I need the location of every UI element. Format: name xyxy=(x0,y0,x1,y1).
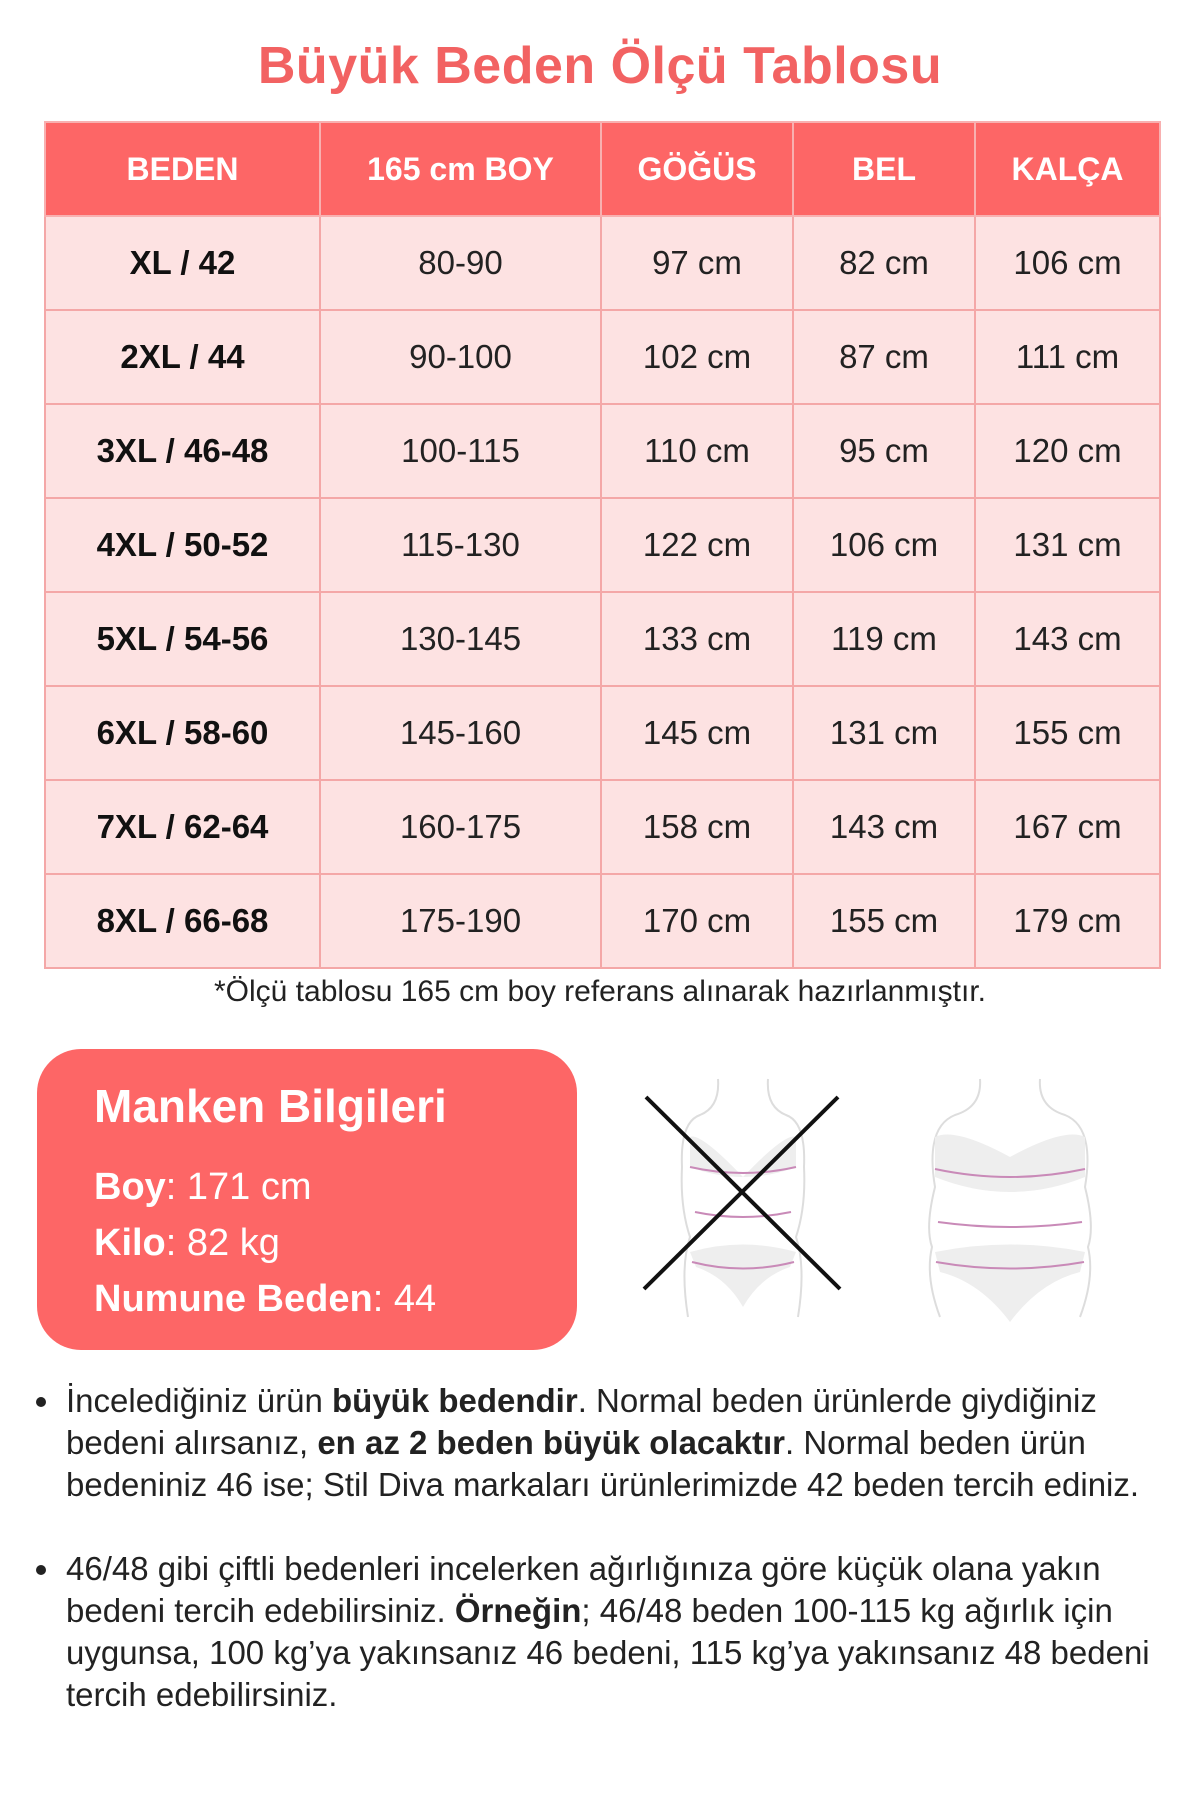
table-row: 4XL / 50-52 115-130 122 cm 106 cm 131 cm xyxy=(44,497,1161,593)
crossed-out-body-figure-icon xyxy=(642,1078,842,1318)
bold-text: Örneğin xyxy=(454,1592,582,1629)
value: : 44 xyxy=(372,1278,437,1320)
cell-weight-range: 160-175 xyxy=(319,779,602,875)
table-row: 6XL / 58-60 145-160 145 cm 131 cm 155 cm xyxy=(44,685,1161,781)
table-row: 3XL / 46-48 100-115 110 cm 95 cm 120 cm xyxy=(44,403,1161,499)
size-table: BEDEN 165 cm BOY GÖĞÜS BEL KALÇA XL / 42… xyxy=(44,121,1161,969)
cell-weight-range: 90-100 xyxy=(319,309,602,405)
cell-waist: 143 cm xyxy=(792,779,976,875)
table-row: 5XL / 54-56 130-145 133 cm 119 cm 143 cm xyxy=(44,591,1161,687)
cell-waist: 131 cm xyxy=(792,685,976,781)
cell-chest: 145 cm xyxy=(600,685,794,781)
label: Kilo xyxy=(94,1222,166,1264)
cell-waist: 106 cm xyxy=(792,497,976,593)
header-gogus: GÖĞÜS xyxy=(600,121,794,217)
text: . Normal beden ürün bedeniniz 46 ise; St… xyxy=(66,1424,1140,1503)
cell-hip: 155 cm xyxy=(974,685,1161,781)
header-boy: 165 cm BOY xyxy=(319,121,602,217)
cell-size: 2XL / 44 xyxy=(44,309,321,405)
cell-chest: 122 cm xyxy=(600,497,794,593)
cell-hip: 106 cm xyxy=(974,215,1161,311)
cell-hip: 111 cm xyxy=(974,309,1161,405)
cell-hip: 179 cm xyxy=(974,873,1161,969)
bullet-item: İncelediğiniz ürün büyük bedendir. Norma… xyxy=(36,1380,1166,1506)
cell-waist: 87 cm xyxy=(792,309,976,405)
bold-text: büyük bedendir xyxy=(332,1382,578,1419)
cell-size: 8XL / 66-68 xyxy=(44,873,321,969)
manken-boy: Boy: 171 cm xyxy=(94,1159,577,1215)
label: Boy xyxy=(94,1166,166,1208)
bold-text: en az 2 beden büyük olacaktır xyxy=(317,1424,785,1461)
manken-info-card: Manken Bilgileri Boy: 171 cm Kilo: 82 kg… xyxy=(37,1049,577,1350)
table-row: 8XL / 66-68 175-190 170 cm 155 cm 179 cm xyxy=(44,873,1161,969)
table-row: 7XL / 62-64 160-175 158 cm 143 cm 167 cm xyxy=(44,779,1161,875)
cell-size: 3XL / 46-48 xyxy=(44,403,321,499)
cell-size: 6XL / 58-60 xyxy=(44,685,321,781)
cell-chest: 102 cm xyxy=(600,309,794,405)
cell-hip: 167 cm xyxy=(974,779,1161,875)
table-row: XL / 42 80-90 97 cm 82 cm 106 cm xyxy=(44,215,1161,311)
cell-waist: 95 cm xyxy=(792,403,976,499)
cell-waist: 82 cm xyxy=(792,215,976,311)
cell-weight-range: 80-90 xyxy=(319,215,602,311)
cell-weight-range: 145-160 xyxy=(319,685,602,781)
table-header-row: BEDEN 165 cm BOY GÖĞÜS BEL KALÇA xyxy=(44,121,1161,217)
text: İncelediğiniz ürün xyxy=(66,1382,332,1419)
page-title: Büyük Beden Ölçü Tablosu xyxy=(257,37,943,95)
manken-kilo: Kilo: 82 kg xyxy=(94,1215,577,1271)
body-figure-icon xyxy=(928,1078,1092,1322)
text: 46/48 gibi çiftli bedenleri incelerken a… xyxy=(66,1550,1101,1629)
bullet-icon xyxy=(36,1397,46,1407)
cell-weight-range: 100-115 xyxy=(319,403,602,499)
value: : 171 cm xyxy=(165,1166,312,1208)
cell-hip: 131 cm xyxy=(974,497,1161,593)
header-beden: BEDEN xyxy=(44,121,321,217)
manken-numune-beden: Numune Beden: 44 xyxy=(94,1271,577,1327)
header-kalca: KALÇA xyxy=(974,121,1161,217)
value: : 82 kg xyxy=(165,1222,280,1264)
cell-chest: 110 cm xyxy=(600,403,794,499)
cell-weight-range: 130-145 xyxy=(319,591,602,687)
cell-chest: 170 cm xyxy=(600,873,794,969)
cell-weight-range: 115-130 xyxy=(319,497,602,593)
cell-size: 5XL / 54-56 xyxy=(44,591,321,687)
footnote: *Ölçü tablosu 165 cm boy referans alınar… xyxy=(213,975,987,1008)
cell-size: XL / 42 xyxy=(44,215,321,311)
header-bel: BEL xyxy=(792,121,976,217)
cell-waist: 155 cm xyxy=(792,873,976,969)
label: Numune Beden xyxy=(94,1278,373,1320)
manken-title: Manken Bilgileri xyxy=(94,1080,447,1132)
text: ; 46/48 beden 100-115 kg ağırlık için uy… xyxy=(66,1592,1150,1713)
cell-chest: 133 cm xyxy=(600,591,794,687)
cell-hip: 143 cm xyxy=(974,591,1161,687)
cell-size: 4XL / 50-52 xyxy=(44,497,321,593)
cell-weight-range: 175-190 xyxy=(319,873,602,969)
cell-hip: 120 cm xyxy=(974,403,1161,499)
cell-chest: 158 cm xyxy=(600,779,794,875)
cell-size: 7XL / 62-64 xyxy=(44,779,321,875)
bullet-icon xyxy=(36,1565,46,1575)
cell-chest: 97 cm xyxy=(600,215,794,311)
table-row: 2XL / 44 90-100 102 cm 87 cm 111 cm xyxy=(44,309,1161,405)
text: . Normal beden ürünlerde giydiğiniz bede… xyxy=(66,1382,1097,1461)
cell-waist: 119 cm xyxy=(792,591,976,687)
info-bullet-list: İncelediğiniz ürün büyük bedendir. Norma… xyxy=(36,1380,1166,1758)
bullet-item: 46/48 gibi çiftli bedenleri incelerken a… xyxy=(36,1548,1166,1716)
